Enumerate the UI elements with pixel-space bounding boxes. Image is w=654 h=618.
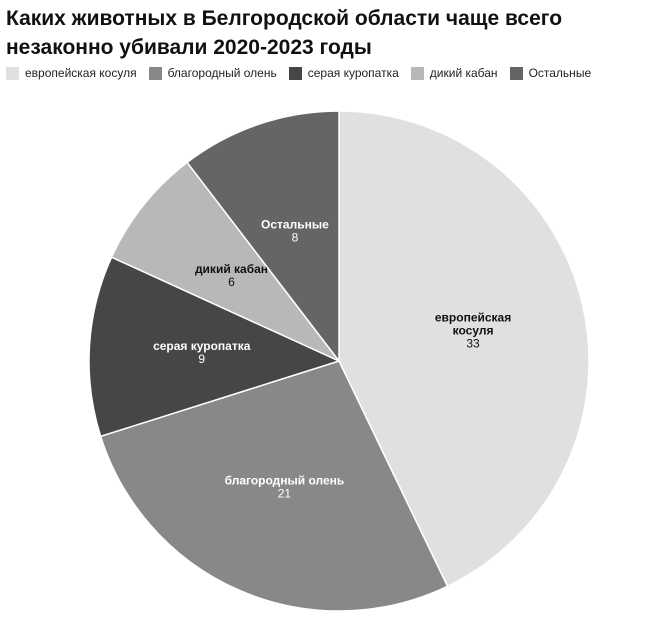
legend-swatch bbox=[509, 66, 523, 80]
legend-item[interactable]: дикий кабан bbox=[410, 66, 498, 80]
chart-legend: европейская косуля благородный олень серая… bbox=[6, 66, 603, 80]
pie-slice[interactable] bbox=[88, 256, 342, 438]
legend-item[interactable]: благородный олень bbox=[148, 66, 277, 80]
slice-label: серая куропатка bbox=[153, 339, 251, 353]
legend-label: дикий кабан bbox=[429, 66, 498, 80]
pie-slice[interactable] bbox=[338, 110, 590, 588]
slice-value: 6 bbox=[228, 275, 235, 289]
slice-value: 33 bbox=[466, 336, 480, 350]
slice-value: 8 bbox=[292, 230, 299, 244]
pie-slice[interactable] bbox=[186, 110, 340, 364]
legend-swatch bbox=[148, 66, 162, 80]
chart-title: Каких животных в Белгородской области ча… bbox=[6, 7, 563, 59]
slice-label: европейская bbox=[435, 310, 511, 324]
legend-swatch bbox=[6, 66, 19, 80]
legend-swatch bbox=[288, 66, 302, 80]
legend-swatch bbox=[410, 66, 424, 80]
legend-label: Остальные bbox=[528, 66, 592, 80]
pie-slice[interactable] bbox=[99, 360, 449, 612]
slice-label: благородный олень bbox=[225, 474, 345, 488]
legend-item[interactable]: серая куропатка bbox=[288, 66, 399, 80]
legend-item[interactable]: Остальные bbox=[509, 66, 592, 80]
slice-value: 9 bbox=[198, 352, 205, 366]
legend-item[interactable]: европейская косуля bbox=[6, 66, 137, 80]
legend-label: серая куропатка bbox=[307, 66, 399, 80]
legend-label: благородный олень bbox=[167, 66, 277, 80]
slice-label: косуля bbox=[453, 323, 494, 337]
legend-label: европейская косуля bbox=[25, 66, 137, 80]
pie-slice[interactable] bbox=[110, 161, 340, 362]
slice-label: Остальные bbox=[261, 217, 329, 231]
slice-value: 21 bbox=[278, 487, 292, 501]
slice-label: дикий кабан bbox=[195, 262, 268, 276]
